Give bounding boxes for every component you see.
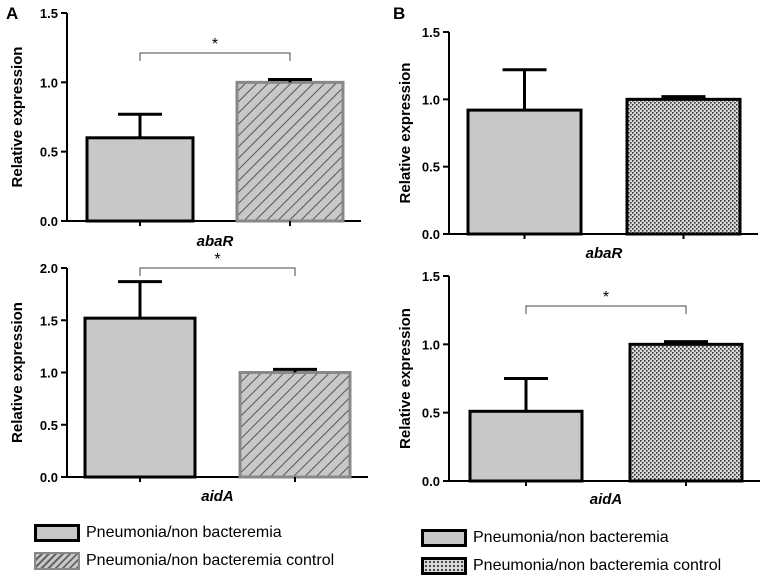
b-aida-bar-2 [628, 342, 744, 483]
b-abar-y-label: Relative expression [397, 63, 414, 204]
panel-letter-b: B [393, 4, 406, 23]
a-aida-ytick-label: 0.0 [40, 470, 58, 485]
legend-a-swatch-hatch [34, 552, 80, 570]
a-abar-significance-bracket [139, 52, 291, 61]
a-abar-ytick-label: 0.5 [40, 145, 58, 160]
b-aida-x-label: aidA [590, 491, 623, 508]
legend-b: Pneumonia/non bacteremia Pneumonia/non b… [421, 527, 721, 583]
a-aida-ytick-label: 1.5 [40, 313, 58, 328]
legend-a-swatch-solid [34, 524, 80, 542]
b-aida-significance-bracket [525, 305, 687, 314]
b-abar-ytick-label: 1.0 [422, 92, 440, 107]
legend-b-swatch-solid [421, 529, 467, 547]
a-abar-bar-1 [85, 136, 195, 223]
a-abar-ytick-label: 1.5 [40, 6, 58, 21]
legend-a-label-1: Pneumonia/non bacteremia [86, 524, 282, 541]
a-aida-ytick-label: 0.5 [40, 418, 58, 433]
a-aida-ytick-label: 1.0 [40, 366, 58, 381]
a-aida-significance-bracket [139, 267, 296, 276]
b-abar-x-label: abaR [586, 245, 623, 262]
legend-a-label-2: Pneumonia/non bacteremia control [86, 552, 335, 569]
b-abar-ytick-label: 1.5 [422, 25, 440, 40]
legend-b-swatch-dots [421, 557, 467, 575]
b-abar-bar-1 [466, 108, 583, 236]
a-aida-bar-2 [238, 371, 352, 479]
b-aida-ytick-label: 1.0 [422, 337, 440, 352]
legend-a-item-1: Pneumonia/non bacteremia [34, 522, 334, 544]
a-abar-ytick-label: 1.0 [40, 75, 58, 90]
b-aida-ytick-label: 0.5 [422, 406, 440, 421]
b-aida-significance-star: * [603, 289, 609, 306]
legend-b-item-1: Pneumonia/non bacteremia [421, 527, 721, 549]
a-aida-ytick-label: 2.0 [40, 261, 58, 276]
b-abar-ytick-label: 0.5 [422, 160, 440, 175]
b-aida-bar-1 [468, 409, 584, 483]
b-aida-y-label: Relative expression [397, 308, 414, 449]
a-abar-x-label: abaR [197, 233, 234, 250]
a-abar-bar-2 [235, 80, 345, 223]
panel-letter-a: A [6, 4, 19, 23]
legend-a-item-2: Pneumonia/non bacteremia control [34, 550, 334, 572]
a-aida-bar-1 [83, 316, 197, 479]
b-abar-ytick-label: 0.0 [422, 227, 440, 242]
legend-b-label-1: Pneumonia/non bacteremia [473, 529, 669, 546]
a-abar-y-label: Relative expression [9, 47, 26, 188]
a-aida-significance-star: * [214, 251, 220, 268]
b-aida-ytick-label: 1.5 [422, 269, 440, 284]
legend-b-label-2: Pneumonia/non bacteremia control [473, 557, 722, 574]
a-aida-y-label: Relative expression [9, 302, 26, 443]
a-abar-significance-star: * [212, 36, 218, 53]
b-aida-ytick-label: 0.0 [422, 474, 440, 489]
a-abar-ytick-label: 0.0 [40, 214, 58, 229]
b-abar-bar-2 [625, 97, 742, 236]
a-aida-x-label: aidA [201, 488, 234, 505]
legend-a: Pneumonia/non bacteremia Pneumonia/non b… [34, 522, 334, 578]
legend-b-item-2: Pneumonia/non bacteremia control [421, 555, 721, 577]
